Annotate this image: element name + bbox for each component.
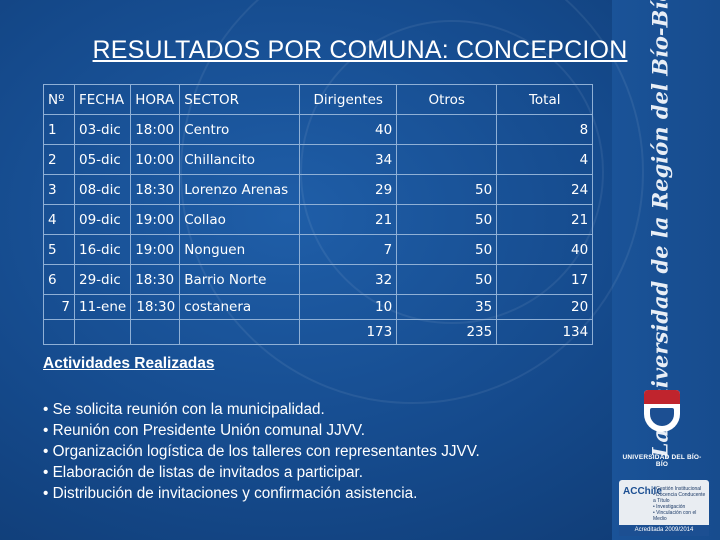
cell-otros: 50 [396, 234, 498, 265]
cell-otros [396, 114, 498, 145]
list-item: • Vinculación con el Medio [653, 510, 697, 522]
cell-otros [396, 144, 498, 175]
cell-empty [73, 319, 132, 345]
university-logo: UNIVERSIDAD DEL BÍO-BÍO [622, 390, 702, 468]
cell-sector: costanera [179, 294, 301, 320]
cell-empty [130, 319, 181, 345]
cell-dirigentes: 29 [299, 174, 398, 205]
list-item: • Organización logística de los talleres… [43, 443, 480, 460]
cell-total: 4 [496, 144, 594, 175]
list-item: • Distribución de invitaciones y confirm… [43, 485, 418, 502]
cell-no: 3 [43, 174, 75, 205]
table-row: 1 03-dic 18:00 Centro 40 8 [43, 114, 594, 145]
cell-sector: Collao [179, 204, 301, 235]
right-band [612, 0, 720, 540]
cell-total: 20 [496, 294, 594, 320]
cell-fecha: 03-dic [73, 114, 132, 145]
cell-fecha: 09-dic [73, 204, 132, 235]
cell-empty [43, 319, 75, 345]
header-dirigentes: Dirigentes [299, 84, 398, 115]
cell-sector: Nonguen [179, 234, 301, 265]
activities-heading: Actividades Realizadas [43, 355, 215, 372]
table-header-row: Nº FECHA HORA SECTOR Dirigentes Otros To… [43, 84, 594, 115]
table-row: 7 11-ene 18:30 costanera 10 35 20 [43, 294, 594, 320]
slogan-text: La Universidad de la Región del Bío-Bío [647, 0, 673, 457]
cell-total: 21 [496, 204, 594, 235]
acl-logo-text: ACChile [623, 486, 662, 497]
header-otros: Otros [396, 84, 498, 115]
table-row: 3 08-dic 18:30 Lorenzo Arenas 29 50 24 [43, 174, 594, 205]
cell-no: 7 [43, 294, 75, 320]
cell-hora: 19:00 [130, 234, 181, 265]
cell-fecha: 29-dic [73, 264, 132, 295]
cell-hora: 19:00 [130, 204, 181, 235]
cell-empty [179, 319, 301, 345]
total-total: 134 [496, 319, 594, 345]
cell-hora: 18:00 [130, 114, 181, 145]
page-title: RESULTADOS POR COMUNA: CONCEPCION [92, 36, 628, 64]
activities-list: • Se solicita reunión con la municipalid… [43, 399, 480, 504]
cell-no: 2 [43, 144, 75, 175]
list-item: • Se solicita reunión con la municipalid… [43, 401, 325, 418]
cell-total: 40 [496, 234, 594, 265]
cell-total: 8 [496, 114, 594, 145]
cell-dirigentes: 34 [299, 144, 398, 175]
cell-dirigentes: 10 [299, 294, 398, 320]
cell-sector: Centro [179, 114, 301, 145]
list-item: • Reunión con Presidente Unión comunal J… [43, 422, 365, 439]
table-row: 6 29-dic 18:30 Barrio Norte 32 50 17 [43, 264, 594, 295]
cell-hora: 18:30 [130, 264, 181, 295]
cell-total: 24 [496, 174, 594, 205]
cell-dirigentes: 7 [299, 234, 398, 265]
header-hora: HORA [130, 84, 181, 115]
header-sector: SECTOR [179, 84, 301, 115]
table-row: 5 16-dic 19:00 Nonguen 7 50 40 [43, 234, 594, 265]
shield-icon [644, 390, 680, 432]
cell-hora: 18:30 [130, 174, 181, 205]
cell-fecha: 08-dic [73, 174, 132, 205]
cell-sector: Lorenzo Arenas [179, 174, 301, 205]
total-dirigentes: 173 [299, 319, 398, 345]
cell-no: 5 [43, 234, 75, 265]
vertical-slogan: La Universidad de la Región del Bío-Bío [616, 0, 704, 457]
cell-no: 6 [43, 264, 75, 295]
cell-otros: 50 [396, 204, 498, 235]
cell-dirigentes: 40 [299, 114, 398, 145]
table-totals-row: 173 235 134 [43, 319, 594, 345]
list-item: • Investigación [653, 504, 686, 510]
cell-otros: 50 [396, 174, 498, 205]
list-item: • Elaboración de listas de invitados a p… [43, 464, 363, 481]
cell-otros: 50 [396, 264, 498, 295]
cell-fecha: 05-dic [73, 144, 132, 175]
header-no: Nº [43, 84, 75, 115]
university-name: UNIVERSIDAD DEL BÍO-BÍO [622, 454, 702, 468]
cell-hora: 10:00 [130, 144, 181, 175]
total-otros: 235 [396, 319, 498, 345]
acreditada-label: Acreditada 2009/2014 [619, 525, 709, 536]
cell-dirigentes: 32 [299, 264, 398, 295]
cell-sector: Barrio Norte [179, 264, 301, 295]
header-fecha: FECHA [73, 84, 132, 115]
cell-dirigentes: 21 [299, 204, 398, 235]
cell-fecha: 11-ene [73, 294, 132, 320]
cell-fecha: 16-dic [73, 234, 132, 265]
table-row: 2 05-dic 10:00 Chillancito 34 4 [43, 144, 594, 175]
cell-total: 17 [496, 264, 594, 295]
cell-no: 1 [43, 114, 75, 145]
cell-no: 4 [43, 204, 75, 235]
cell-sector: Chillancito [179, 144, 301, 175]
table-row: 4 09-dic 19:00 Collao 21 50 21 [43, 204, 594, 235]
list-item: • Gestión Institucional [653, 486, 702, 492]
cell-otros: 35 [396, 294, 498, 320]
accreditation-badge: ACChile • Gestión Institucional • Docenc… [619, 480, 709, 536]
accreditation-list: • Gestión Institucional • Docencia Condu… [653, 486, 709, 522]
header-total: Total [496, 84, 594, 115]
list-item: • Docencia Conducente a Título [653, 492, 706, 504]
results-table: Nº FECHA HORA SECTOR Dirigentes Otros To… [43, 84, 594, 345]
cell-hora: 18:30 [130, 294, 181, 320]
